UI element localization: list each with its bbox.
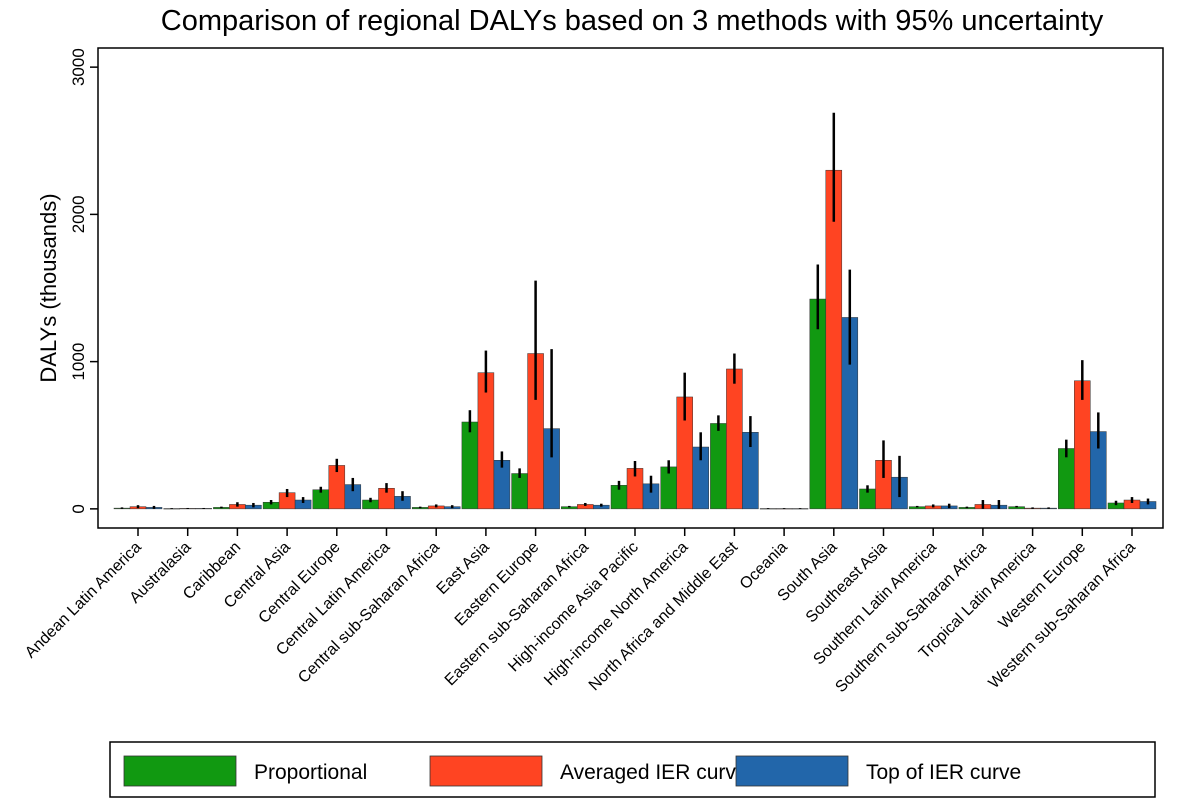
legend-label: Averaged IER curve [560,761,748,784]
legend-label: Top of IER curve [866,761,1021,784]
y-tick-label: 2000 [69,195,88,233]
y-tick-label: 1000 [69,343,88,381]
y-axis-label: DALYs (thousands) [36,193,61,382]
bar [477,372,495,510]
bar [809,298,827,510]
legend-box [109,741,1156,798]
bar [1074,380,1091,510]
bar [710,423,727,510]
legend-label: Proportional [254,761,367,784]
y-tick-label: 3000 [69,48,88,86]
chart-title: Comparison of regional DALYs based on 3 … [161,5,1104,37]
legend-swatch [429,755,543,787]
bar [461,421,479,510]
bar [1058,448,1075,510]
plot-frame [97,47,1164,529]
y-tick-label: 0 [69,504,88,513]
bar [726,368,743,510]
legend-swatch [735,755,849,787]
legend-swatch [123,755,237,787]
bar [511,473,528,510]
